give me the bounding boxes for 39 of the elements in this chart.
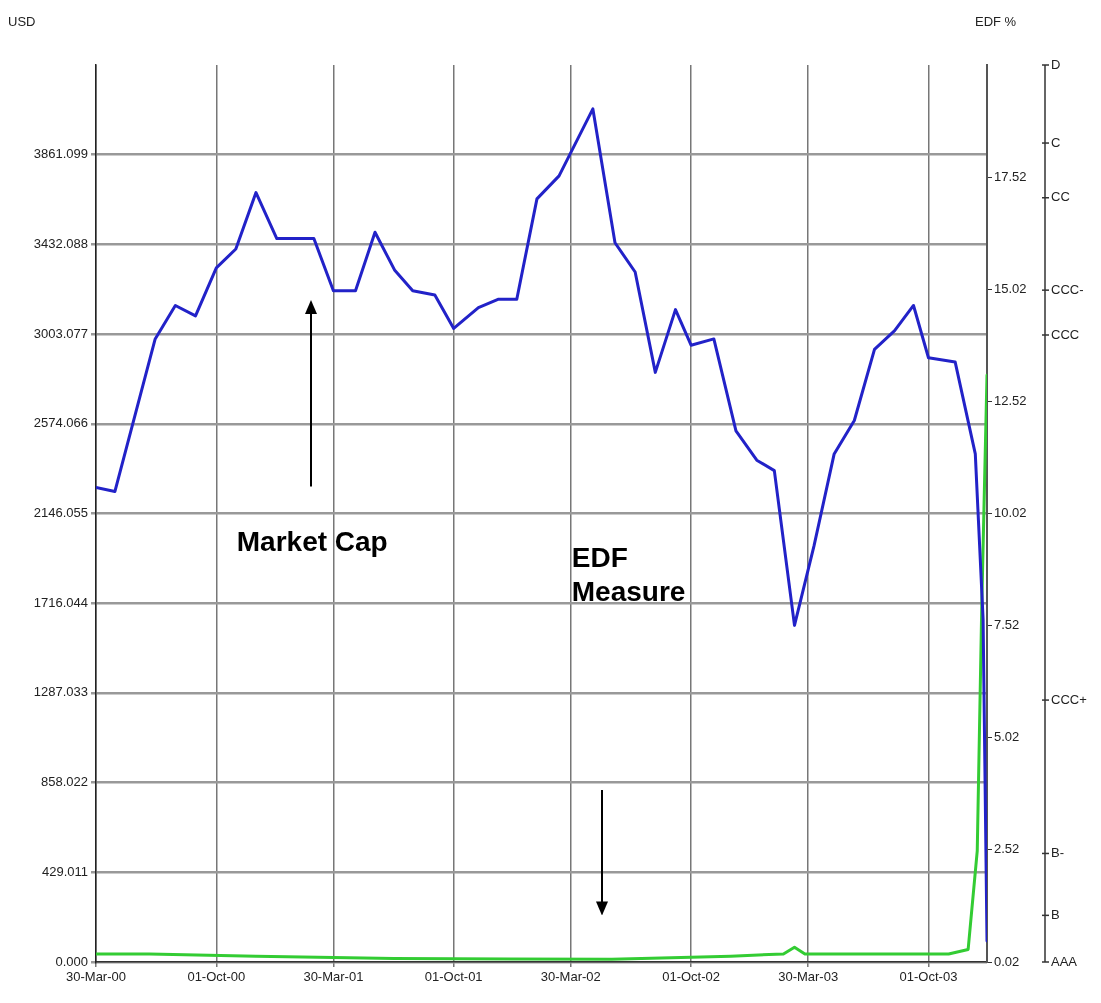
y-tick-label: 1716.044 xyxy=(33,594,88,610)
text: B- xyxy=(1051,845,1064,861)
y2-tick-label: 2.52 xyxy=(994,841,1020,857)
y-tick-label: 429.011 xyxy=(41,863,88,879)
text: CCC- xyxy=(1051,281,1084,297)
y2-tick-label: 0.02 xyxy=(994,953,1020,969)
text: AAA xyxy=(1051,953,1078,969)
x-tick-label: 30-Mar-03 xyxy=(778,969,839,985)
y2-tick-label: 12.52 xyxy=(994,392,1027,408)
y-tick-label: 3432.088 xyxy=(33,235,88,251)
x-tick-label: 30-Mar-01 xyxy=(303,969,364,985)
x-tick-label: 01-Oct-01 xyxy=(424,969,483,985)
text: C xyxy=(1051,134,1061,150)
y-axis-title: USD xyxy=(8,14,36,29)
text: D xyxy=(1051,56,1061,72)
y-tick-label: 3861.099 xyxy=(33,146,88,162)
x-tick-label: 01-Oct-00 xyxy=(187,969,246,985)
y2-tick-label: 15.02 xyxy=(994,280,1027,296)
y2-axis-title: EDF % xyxy=(975,14,1017,29)
y2-tick-label: 10.02 xyxy=(994,505,1027,521)
x-tick-label: 01-Oct-02 xyxy=(662,969,720,985)
y-tick-label: 858.022 xyxy=(41,774,88,790)
x-tick-label: 01-Oct-03 xyxy=(899,969,958,985)
y2-tick-label: 17.52 xyxy=(994,168,1027,184)
y-tick-label: 1287.033 xyxy=(33,684,88,700)
y2-tick-label: 5.02 xyxy=(994,729,1020,745)
annotation: EDF Measure xyxy=(571,541,686,607)
y-tick-label: 2574.066 xyxy=(33,415,88,431)
x-tick-label: 30-Mar-00 xyxy=(66,969,126,985)
y2-tick-label: 7.52 xyxy=(994,617,1020,633)
text: B xyxy=(1051,906,1060,922)
x-tick-label: 30-Mar-02 xyxy=(540,969,601,985)
text: CCC+ xyxy=(1051,691,1087,707)
y-tick-label: 3003.077 xyxy=(33,325,88,341)
annotation: Market Cap xyxy=(236,526,388,558)
y-tick-label: 2146.055 xyxy=(33,504,88,520)
y-tick-label: 0.000 xyxy=(55,953,88,969)
text: CCC xyxy=(1051,326,1080,342)
text: CC xyxy=(1051,189,1070,205)
